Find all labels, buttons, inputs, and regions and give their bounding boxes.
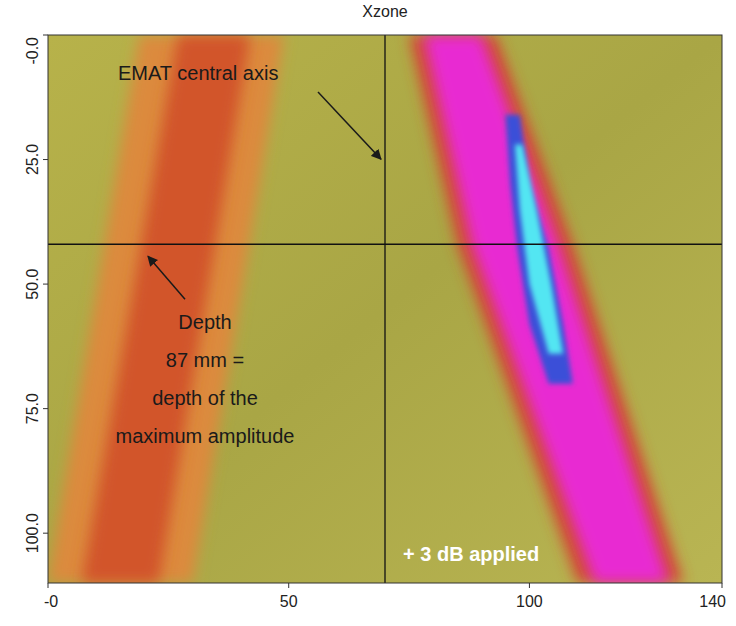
annotation: 87 mm =: [166, 349, 244, 371]
cursor-horizontal: [48, 244, 722, 245]
chart: Xzone -0 50 100 140 -0.0 25.0 50.0 75.0 100.0 EMAT…: [0, 0, 736, 626]
cursor-vertical: [384, 35, 385, 583]
beam-area: [409, 35, 683, 583]
x-tick: [48, 583, 49, 588]
annotation: Depth: [178, 311, 231, 333]
y-tick-label: 25.0: [24, 144, 41, 175]
y-tick-label: -0.0: [24, 37, 41, 65]
beam-area: [515, 145, 563, 354]
annotation: EMAT central axis: [118, 62, 278, 84]
y-tick: [43, 408, 48, 409]
x-tick: [529, 583, 530, 588]
beam-area: [424, 35, 670, 583]
plot-background: [48, 35, 722, 583]
y-tick-label: 75.0: [24, 393, 41, 424]
annotation: depth of the: [152, 387, 258, 409]
x-tick: [288, 583, 289, 588]
title: Xzone: [362, 3, 407, 20]
x-tick-label: 100: [516, 593, 543, 610]
x-tick-label: -0: [44, 593, 58, 610]
plot-frame: [48, 35, 722, 583]
x-tick-label: 140: [699, 593, 726, 610]
y-tick-label: 100.0: [24, 513, 41, 553]
x-tick: [722, 583, 723, 588]
y-tick: [43, 284, 48, 285]
x-tick-label: 50: [280, 593, 298, 610]
annotation-arrow: [148, 256, 185, 299]
annotation: + 3 dB applied: [403, 543, 539, 565]
beam-area: [505, 115, 572, 384]
plot-area: [48, 35, 722, 583]
annotation-arrow: [318, 92, 381, 159]
y-tick: [43, 35, 48, 36]
annotation: maximum amplitude: [116, 425, 295, 447]
y-tick: [43, 533, 48, 534]
y-tick: [43, 159, 48, 160]
y-tick-label: 50.0: [24, 268, 41, 299]
beam-area: [48, 35, 284, 583]
beam-area: [82, 35, 251, 583]
